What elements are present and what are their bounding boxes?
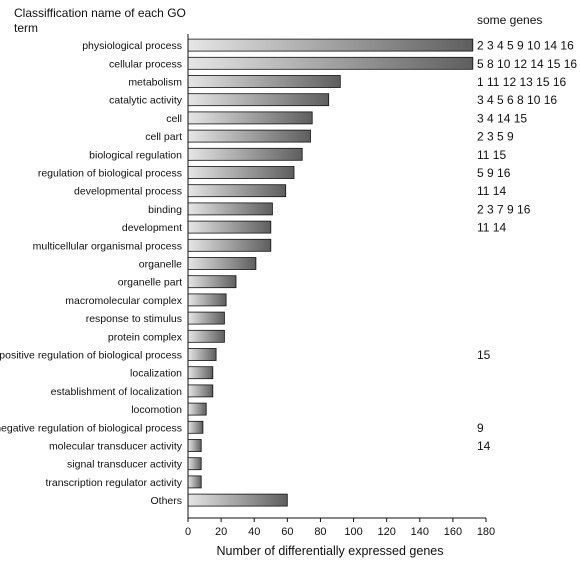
gene-list-label: 14 (477, 439, 491, 453)
x-tick-label: 180 (477, 526, 495, 538)
gene-list-label: 5 8 10 12 14 15 16 (477, 57, 577, 71)
x-tick-label: 140 (411, 526, 429, 538)
bar (187, 93, 330, 107)
gene-list-label: 3 4 14 15 (477, 111, 527, 125)
bar (187, 366, 214, 380)
category-label: molecular transducer activity (49, 441, 183, 453)
category-label: catalytic activity (109, 95, 183, 107)
bar (187, 457, 202, 471)
category-label: cell part (145, 131, 182, 143)
x-axis-title: Number of differentially expressed genes (217, 544, 444, 558)
gene-list-label: 11 15 (477, 148, 506, 162)
gene-list-label: 2 3 5 9 (477, 130, 514, 144)
bar (187, 384, 214, 398)
bar (187, 147, 303, 161)
bar (187, 475, 202, 489)
category-label: cellular process (109, 58, 182, 70)
bar (187, 439, 202, 452)
category-label: transcription regulator activity (45, 477, 182, 489)
gene-list-label: 9 (477, 421, 484, 435)
category-label: locomotion (131, 404, 182, 416)
gene-list-label: 15 (477, 348, 491, 362)
category-label: organelle (139, 259, 182, 271)
category-label: positive regulation of biological proces… (0, 350, 182, 362)
category-label: response to stimulus (86, 313, 182, 325)
category-label: organelle part (118, 277, 182, 289)
bar (187, 275, 237, 289)
category-label: regulation of biological process (38, 168, 182, 180)
category-label: establishment of localization (51, 386, 182, 398)
x-tick-label: 80 (314, 526, 326, 538)
x-tick-label: 120 (377, 526, 395, 538)
gene-list-label: 11 14 (477, 184, 506, 198)
gene-list-label: 3 4 5 6 8 10 16 (477, 93, 557, 107)
x-tick-label: 160 (444, 526, 462, 538)
category-label: metabolism (128, 77, 182, 89)
bar (187, 166, 295, 179)
bar (187, 220, 272, 234)
bar (187, 493, 288, 507)
bar (187, 184, 287, 198)
bar (187, 75, 341, 88)
category-label: protein complex (108, 331, 183, 343)
category-label: localization (130, 368, 182, 380)
category-label: development (122, 222, 182, 234)
bar (187, 56, 474, 70)
x-tick-label: 0 (185, 526, 191, 538)
category-label: Others (150, 495, 182, 507)
x-tick-label: 100 (344, 526, 362, 538)
bar (187, 38, 474, 52)
category-label: binding (148, 204, 182, 216)
bar (187, 111, 313, 125)
category-label: signal transducer activity (67, 459, 183, 471)
category-column-header: Classiffication name of each GO term (14, 6, 186, 35)
gene-list-label: 1 11 12 13 15 16 (477, 75, 567, 89)
bar (187, 348, 217, 361)
gene-list-label: 2 3 4 5 9 10 14 16 (477, 39, 574, 53)
x-tick-label: 20 (215, 526, 227, 538)
bar (187, 402, 207, 416)
category-label: cell (166, 113, 182, 125)
bar (187, 257, 257, 270)
bar (187, 293, 227, 307)
bar (187, 311, 225, 325)
bar (187, 420, 204, 434)
bar (187, 329, 225, 343)
category-label: negative regulation of biological proces… (0, 422, 182, 434)
genes-column-header: some genes (477, 13, 543, 27)
category-label: multicellular organismal process (33, 240, 182, 252)
bar (187, 202, 273, 216)
category-label: biological regulation (89, 149, 182, 161)
gene-list-label: 5 9 16 (477, 166, 511, 180)
category-label: developmental process (74, 186, 182, 198)
gene-list-label: 11 14 (477, 221, 506, 235)
bar (187, 129, 311, 143)
category-label: macromolecular complex (65, 295, 182, 307)
x-tick-label: 60 (281, 526, 293, 538)
category-label: physiological process (82, 40, 182, 52)
x-tick-label: 40 (248, 526, 260, 538)
gene-list-label: 2 3 7 9 16 (477, 202, 531, 216)
bar (187, 238, 272, 252)
